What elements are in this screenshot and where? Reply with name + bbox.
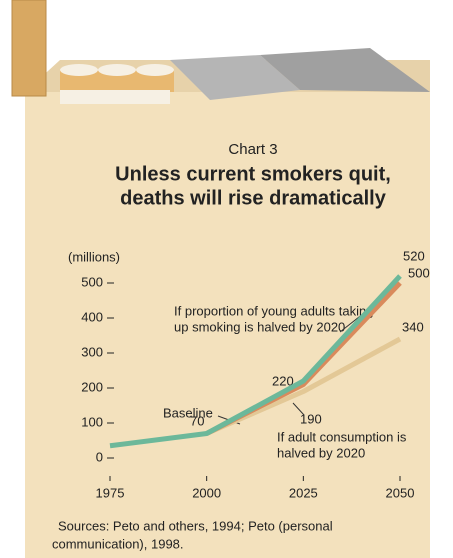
x-tick-label: 2000	[192, 485, 221, 500]
y-tick-label: 400	[81, 309, 103, 324]
annotation: Baseline	[163, 405, 213, 420]
annotation: If proportion of young adults taking	[174, 303, 373, 318]
annotation: up smoking is halved by 2020	[174, 319, 345, 334]
source: Sources: Peto and others, 1994; Peto (pe…	[58, 518, 333, 533]
y-tick-label: 300	[81, 344, 103, 359]
y-tick-label: 500	[81, 274, 103, 289]
line	[109, 274, 402, 449]
cigarette-edge	[11, 0, 47, 97]
y-axis-label: (millions)	[68, 249, 120, 264]
y-tick-label: 0	[96, 449, 103, 464]
chart-title: deaths will rise dramatically	[120, 187, 387, 209]
annotation: If adult consumption is	[277, 429, 407, 444]
chart-title: Unless current smokers quit,	[115, 163, 391, 185]
annotation: halved by 2020	[277, 445, 365, 460]
cigarettes	[60, 64, 174, 104]
source: communication), 1998.	[52, 536, 184, 551]
value-label: 190	[300, 411, 322, 426]
foil	[170, 55, 300, 100]
value-label: 520	[403, 248, 425, 263]
y-tick-label: 200	[81, 379, 103, 394]
x-tick-label: 1975	[96, 485, 125, 500]
leader	[292, 402, 305, 416]
value-label: 70	[190, 413, 204, 428]
value-label: 500	[408, 265, 430, 280]
value-label: 340	[402, 319, 424, 334]
x-tick-label: 2050	[386, 485, 415, 500]
chart-label: Chart 3	[228, 141, 277, 158]
y-tick-label: 100	[81, 414, 103, 429]
foil	[260, 48, 430, 92]
x-tick-label: 2025	[289, 485, 318, 500]
cigarette	[12, 0, 46, 96]
value-label: 220	[272, 373, 294, 388]
